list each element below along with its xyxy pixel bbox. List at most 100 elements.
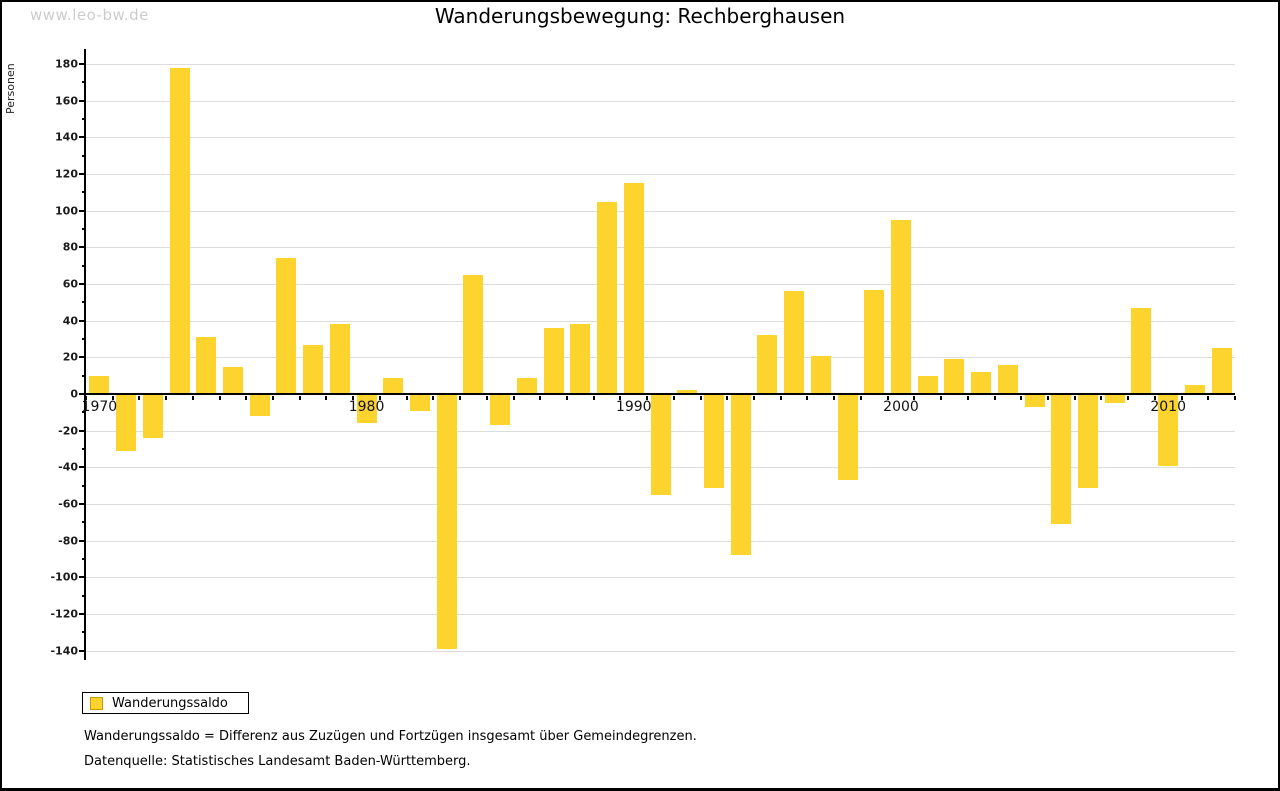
x-axis-tick bbox=[806, 396, 809, 400]
y-major-tick bbox=[79, 429, 86, 432]
gridline bbox=[86, 320, 1235, 322]
bar-2010 bbox=[1158, 394, 1179, 466]
bar-1984 bbox=[463, 274, 484, 394]
y-major-tick bbox=[79, 539, 86, 542]
y-tick-label: 80 bbox=[62, 240, 78, 254]
x-axis-tick bbox=[592, 396, 595, 400]
x-axis-tick bbox=[913, 396, 916, 400]
y-tick-label: -140 bbox=[50, 644, 78, 658]
x-tick-label: 1990 bbox=[615, 399, 652, 415]
x-tick-label: 2000 bbox=[883, 399, 919, 415]
footnote-source: Datenquelle: Statistisches Landesamt Bad… bbox=[84, 754, 471, 769]
bar-2009 bbox=[1131, 307, 1152, 394]
y-tick-label: -80 bbox=[58, 534, 78, 548]
bar-1980 bbox=[356, 394, 377, 424]
bar-1983 bbox=[436, 394, 457, 649]
x-axis-tick bbox=[1234, 396, 1236, 400]
bar-1994 bbox=[730, 394, 751, 556]
y-major-tick bbox=[79, 63, 86, 65]
gridline bbox=[86, 284, 1235, 285]
y-major-tick bbox=[79, 649, 86, 652]
bar-1996 bbox=[784, 291, 805, 394]
x-axis-tick bbox=[1180, 396, 1183, 400]
bar-1997 bbox=[810, 355, 831, 394]
legend-label: Wanderungssaldo bbox=[112, 695, 228, 711]
bar-1982 bbox=[410, 394, 430, 411]
bar-1979 bbox=[329, 324, 350, 394]
x-axis-tick bbox=[165, 396, 168, 400]
y-major-tick bbox=[79, 246, 86, 249]
gridline bbox=[86, 540, 1235, 542]
bar-1991 bbox=[650, 394, 671, 495]
bar-1989 bbox=[597, 201, 618, 394]
y-tick-label: -60 bbox=[58, 497, 78, 511]
y-major-tick bbox=[79, 393, 86, 395]
x-axis-tick bbox=[298, 396, 301, 400]
gridline bbox=[86, 210, 1235, 212]
bar-2012 bbox=[1211, 348, 1232, 394]
x-axis-tick bbox=[940, 396, 943, 400]
y-tick-label: 140 bbox=[55, 130, 78, 144]
bar-2006 bbox=[1051, 394, 1072, 525]
bar-1981 bbox=[383, 377, 404, 394]
y-major-tick bbox=[79, 173, 86, 175]
gridline bbox=[86, 64, 1235, 65]
gridline bbox=[86, 504, 1235, 505]
y-major-tick bbox=[79, 503, 86, 505]
x-axis-tick bbox=[619, 396, 622, 400]
bar-2004 bbox=[997, 364, 1018, 394]
x-axis-tick bbox=[993, 396, 996, 400]
y-tick-label: -40 bbox=[58, 460, 78, 474]
x-axis-tick bbox=[1207, 396, 1210, 400]
bar-2000 bbox=[890, 219, 911, 394]
bar-1987 bbox=[543, 328, 564, 394]
x-axis-tick bbox=[753, 396, 756, 400]
y-major-tick bbox=[79, 136, 86, 139]
gridline bbox=[86, 650, 1235, 652]
bar-1970 bbox=[89, 375, 110, 394]
x-tick-label: 1970 bbox=[81, 399, 118, 415]
chart-title: Wanderungsbewegung: Rechberghausen bbox=[434, 4, 846, 28]
bar-1990 bbox=[623, 183, 644, 394]
y-tick-label: 60 bbox=[62, 277, 78, 291]
x-axis-tick bbox=[1100, 396, 1103, 400]
bar-1998 bbox=[837, 394, 858, 481]
footnote-definition: Wanderungssaldo = Differenz aus Zuzügen … bbox=[84, 729, 697, 744]
y-tick-label: 180 bbox=[55, 57, 78, 71]
x-axis-tick bbox=[1073, 396, 1076, 400]
y-tick-label: 120 bbox=[55, 167, 78, 181]
x-axis-tick bbox=[459, 396, 462, 400]
x-axis-tick bbox=[726, 396, 729, 400]
x-axis-tick bbox=[272, 396, 275, 400]
bar-1974 bbox=[196, 337, 217, 394]
x-axis-tick bbox=[405, 396, 408, 400]
x-tick-label: 2010 bbox=[1150, 399, 1187, 415]
x-axis-tick bbox=[966, 396, 969, 400]
x-axis-tick bbox=[432, 396, 435, 400]
legend-swatch-icon bbox=[90, 696, 103, 710]
legend: Wanderungssaldo bbox=[82, 692, 249, 714]
bar-1973 bbox=[169, 67, 190, 394]
gridline bbox=[86, 577, 1235, 579]
x-axis-tick bbox=[646, 396, 649, 400]
x-axis-tick bbox=[1046, 396, 1049, 400]
x-axis-tick bbox=[352, 396, 355, 400]
y-major-tick bbox=[79, 466, 86, 469]
x-axis-tick bbox=[672, 396, 675, 400]
bar-1999 bbox=[864, 289, 885, 394]
y-tick-label: 20 bbox=[62, 350, 78, 364]
bar-2011 bbox=[1184, 384, 1205, 394]
bar-2007 bbox=[1078, 394, 1099, 488]
bar-1975 bbox=[222, 366, 243, 394]
x-axis-tick bbox=[539, 396, 542, 400]
x-axis-tick bbox=[1153, 396, 1156, 400]
x-axis-tick bbox=[779, 396, 782, 400]
x-axis-tick bbox=[218, 396, 221, 400]
x-axis-tick bbox=[245, 396, 248, 400]
y-major-tick bbox=[79, 613, 86, 615]
bar-1978 bbox=[303, 344, 324, 394]
x-axis-tick bbox=[1127, 396, 1130, 400]
bar-2003 bbox=[971, 372, 992, 394]
bar-2002 bbox=[944, 359, 965, 394]
